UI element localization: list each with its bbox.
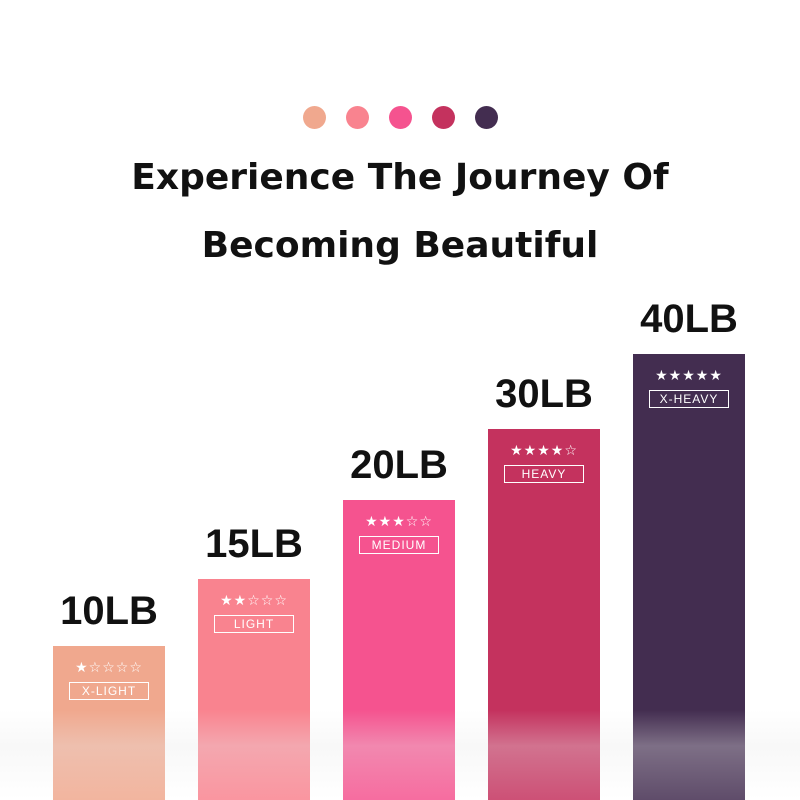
color-dots <box>0 106 800 129</box>
level-badge: HEAVY <box>504 465 584 483</box>
color-dot <box>388 106 412 129</box>
level-badge: MEDIUM <box>359 536 439 554</box>
band-bar: ★★☆☆☆ LIGHT <box>198 579 310 800</box>
weight-label: 15LB <box>205 522 303 566</box>
weight-label: 10LB <box>60 589 158 633</box>
title-line-2: Becoming Beautiful <box>201 225 599 266</box>
level-badge: X-LIGHT <box>69 682 149 700</box>
star-rating-icon: ★★★★☆ <box>510 443 578 459</box>
band-bar: ★★★★☆ HEAVY <box>488 429 600 800</box>
bottom-fade <box>0 710 800 800</box>
star-rating-icon: ★★★☆☆ <box>365 514 433 530</box>
star-rating-icon: ★☆☆☆☆ <box>75 660 143 676</box>
star-rating-icon: ★★☆☆☆ <box>220 593 288 609</box>
color-dot <box>431 106 455 129</box>
color-dot <box>345 106 369 129</box>
star-rating-icon: ★★★★★ <box>655 368 723 384</box>
band-bar: ★☆☆☆☆ X-LIGHT <box>53 646 165 800</box>
color-dot <box>302 106 326 129</box>
color-dot <box>474 106 498 129</box>
title-line-1: Experience The Journey Of <box>131 157 669 198</box>
weight-label: 30LB <box>495 372 593 416</box>
level-badge: X-HEAVY <box>649 390 729 408</box>
band-bar: ★★★★★ X-HEAVY <box>633 354 745 800</box>
band-bar: ★★★☆☆ MEDIUM <box>343 500 455 800</box>
level-badge: LIGHT <box>214 615 294 633</box>
weight-label: 20LB <box>350 443 448 487</box>
weight-label: 40LB <box>640 297 738 341</box>
